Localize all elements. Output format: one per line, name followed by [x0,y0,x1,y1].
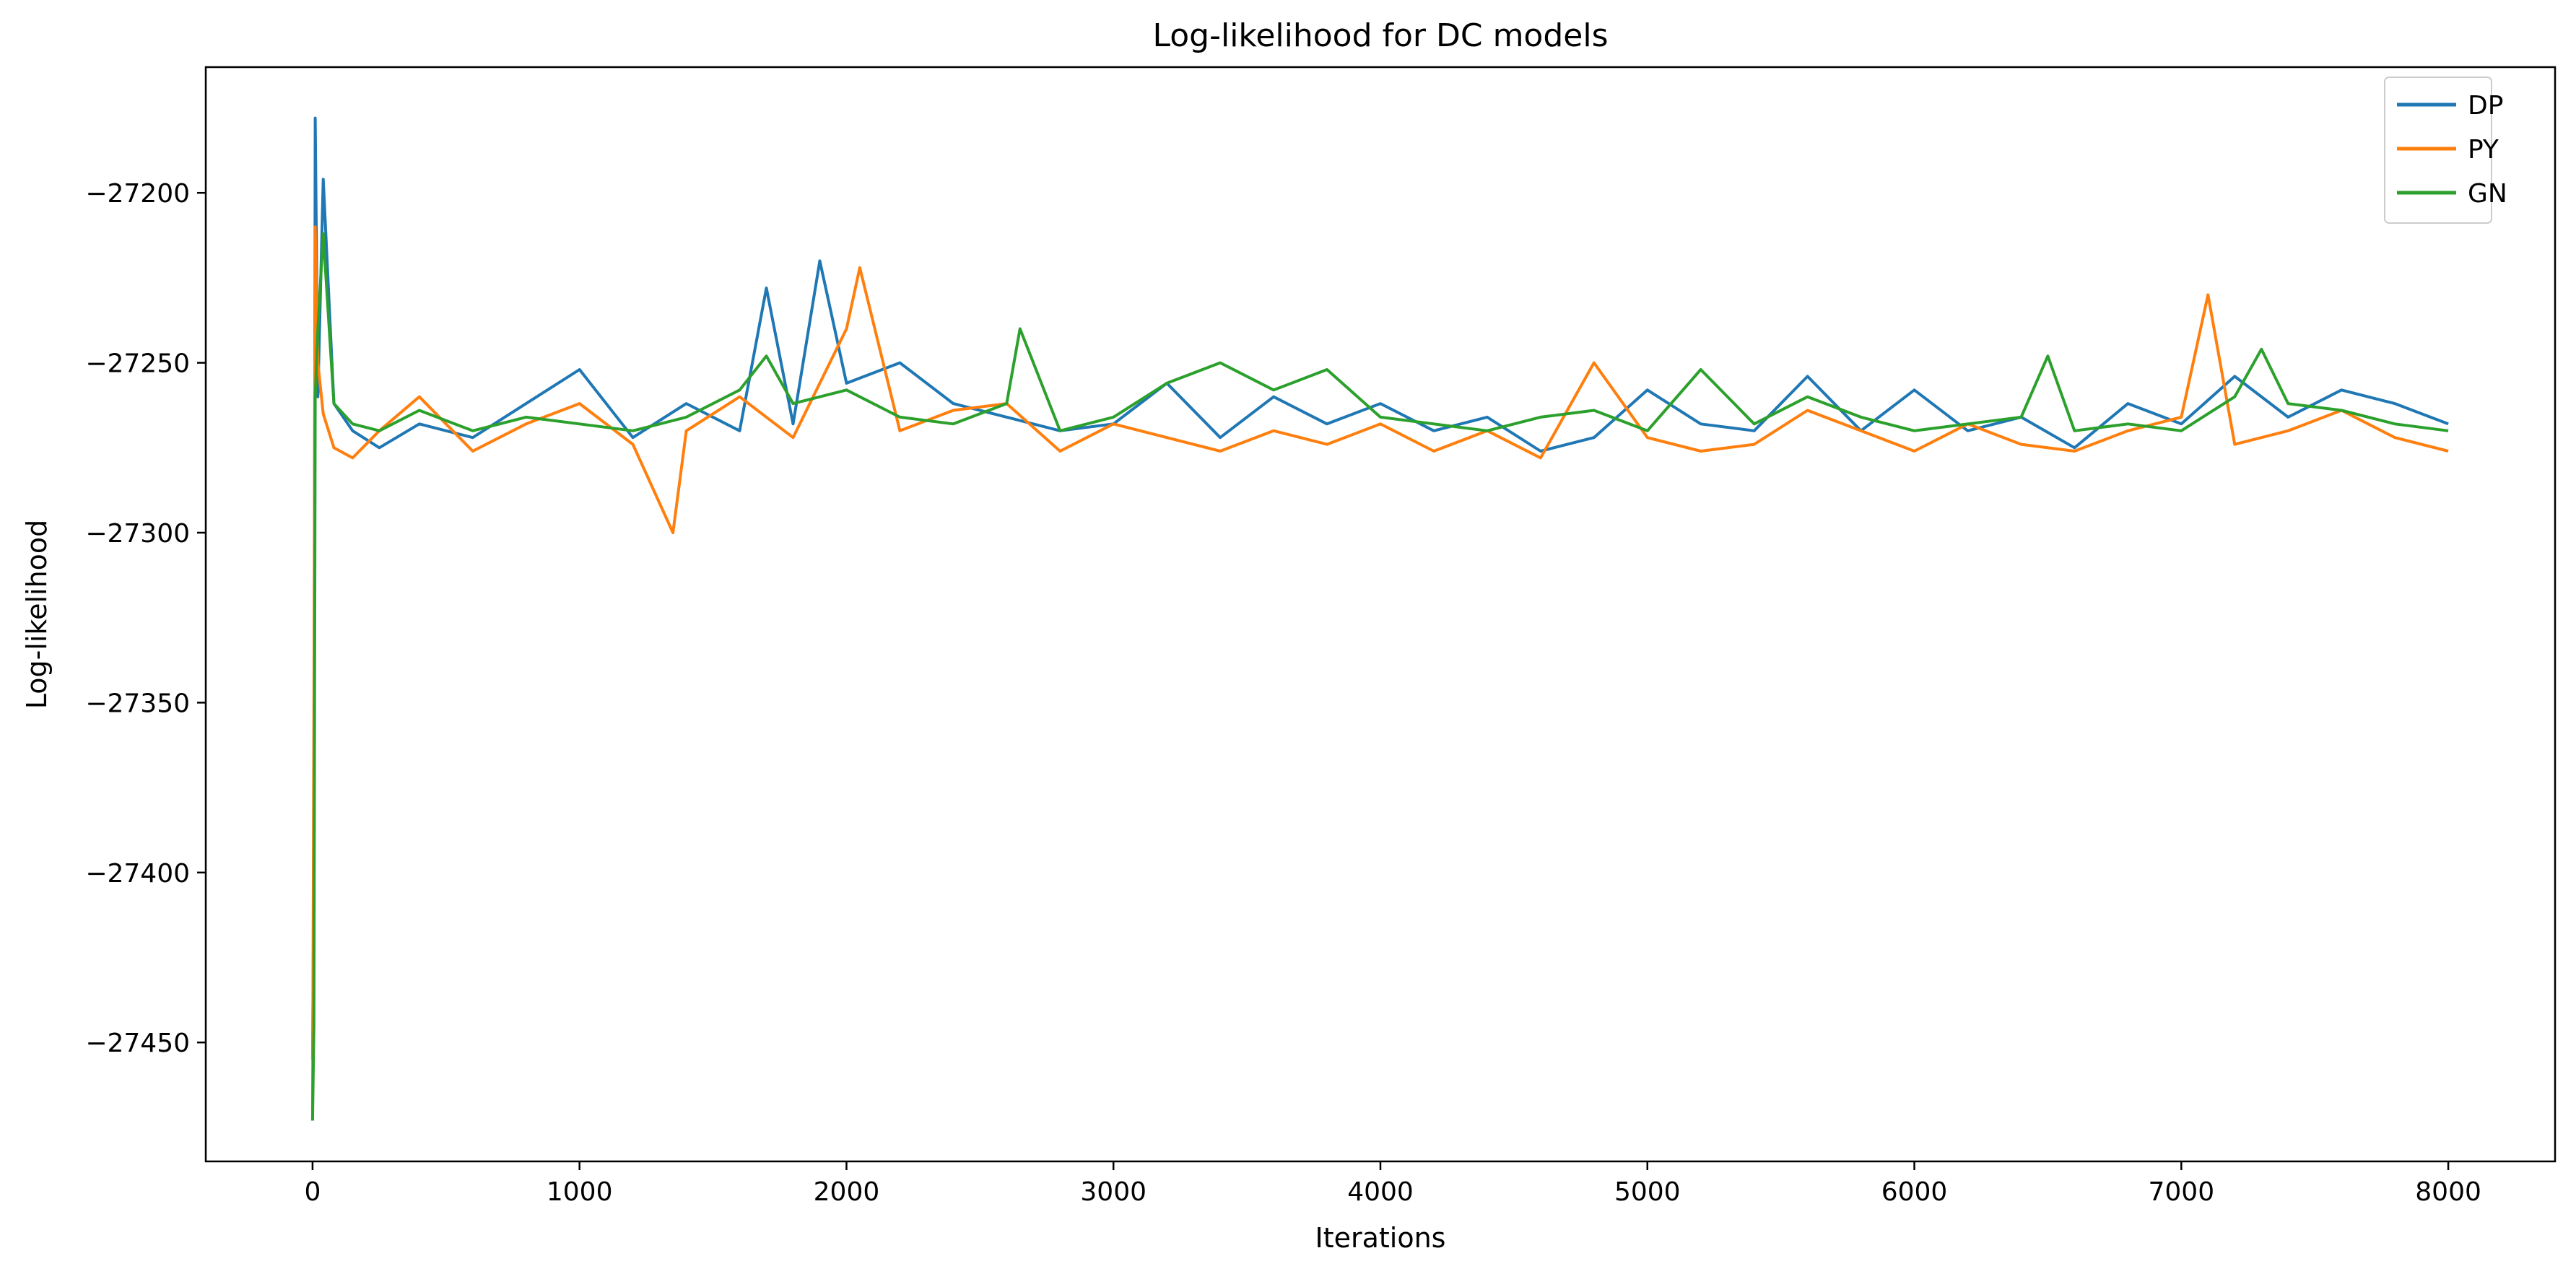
x-tick-label: 4000 [1347,1177,1414,1207]
x-tick-label: 8000 [2415,1177,2481,1207]
x-axis-label: Iterations [1315,1222,1446,1254]
y-axis-label: Log-likelihood [21,520,53,710]
x-tick-label: 2000 [814,1177,880,1207]
x-tick-label: 3000 [1080,1177,1146,1207]
legend-label-gn: GN [2468,179,2507,209]
x-tick-label: 7000 [2149,1177,2215,1207]
y-tick-label: −27200 [85,179,190,209]
series-line-dp [310,116,2449,1060]
y-tick-label: −27350 [85,689,190,718]
y-tick-label: −27300 [85,519,190,549]
y-tick-label: −27250 [85,349,190,379]
y-tick-label: −27450 [85,1029,190,1058]
x-axis-ticks: 0 1000 2000 3000 4000 5000 6000 7000 8000 [304,1161,2481,1207]
y-axis-ticks: −27200 −27250 −27300 −27350 −27400 −27450 [85,179,206,1058]
legend: DP PY GN [2384,77,2507,224]
legend-label-dp: DP [2468,91,2503,121]
series-line-py [310,225,2449,1111]
chart-title: Log-likelihood for DC models [1153,17,1609,54]
y-tick-label: −27400 [85,859,190,889]
x-tick-label: 0 [304,1177,321,1207]
x-tick-label: 5000 [1614,1177,1681,1207]
legend-label-py: PY [2468,135,2499,165]
plot-frame [204,66,2557,1163]
series-line-gn [310,232,2449,1121]
x-tick-label: 1000 [547,1177,613,1207]
x-tick-label: 6000 [1881,1177,1948,1207]
plot-lines [310,116,2449,1121]
